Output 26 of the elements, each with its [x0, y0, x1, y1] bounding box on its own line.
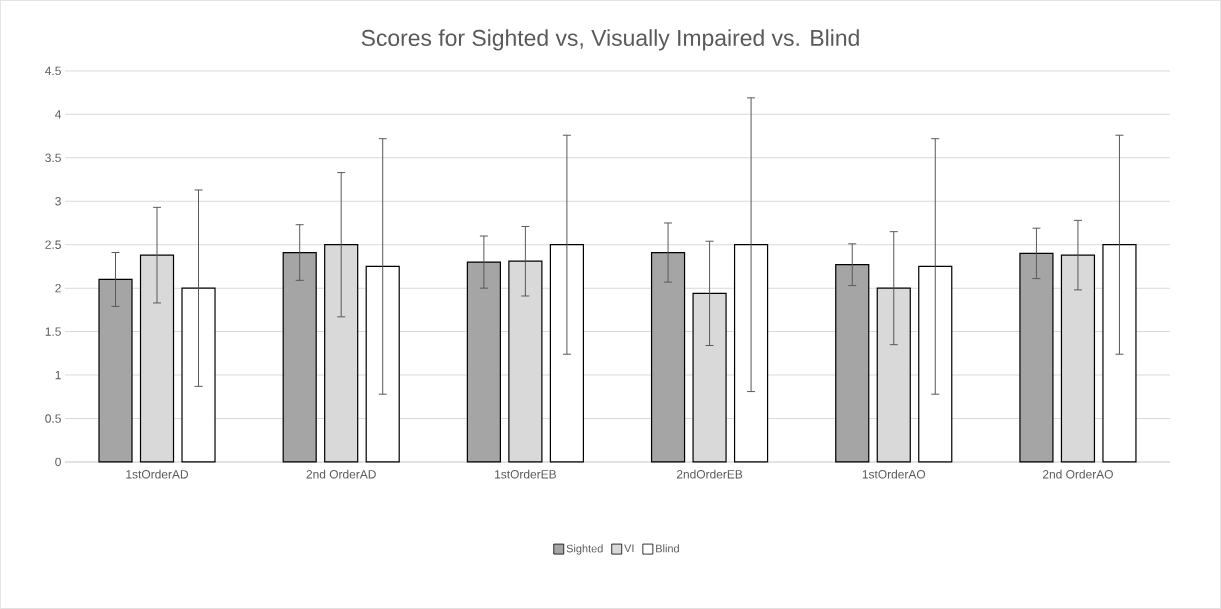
y-tick-label: 1.5 [45, 327, 61, 336]
y-tick-label: 2.5 [45, 240, 61, 249]
bar [466, 261, 501, 463]
x-tick-label: 1stOrderAD [126, 469, 188, 479]
bar [650, 251, 686, 463]
bar [98, 278, 133, 463]
y-tick-label: 0 [55, 457, 61, 467]
x-tick-label: 1stOrderEB [495, 469, 556, 479]
y-tick-label: 4.5 [45, 66, 61, 76]
bar [835, 264, 870, 463]
y-tick-label: 2 [55, 284, 61, 293]
legend-label: VI [624, 544, 634, 553]
bar [1019, 252, 1054, 463]
x-tick-label: 2ndOrderEB [676, 469, 743, 479]
y-tick-label: 0.5 [45, 414, 61, 423]
y-tick-label: 3 [55, 197, 61, 206]
x-tick-label: 1stOrderAO [862, 469, 926, 479]
legend-label: Sighted [566, 544, 603, 555]
bar [282, 251, 317, 463]
x-tick-label: 2nd OrderAD [306, 469, 376, 479]
y-tick-label: 1 [55, 371, 61, 380]
y-tick-label: 3.5 [45, 153, 61, 163]
legend-label: Blind [656, 544, 679, 553]
x-tick-label: 2nd OrderAO [1042, 469, 1113, 479]
y-tick-label: 4 [55, 110, 62, 119]
chart-title: Scores for Sighted vs, Visually Impaired vs. Blind [361, 29, 859, 51]
